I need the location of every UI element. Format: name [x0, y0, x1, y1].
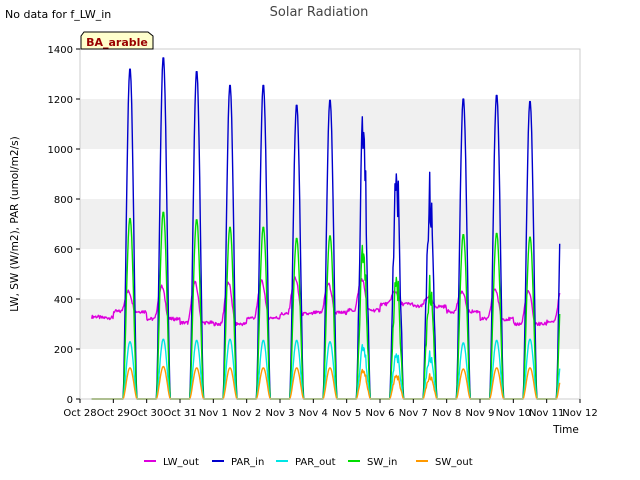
grid-band — [80, 199, 580, 249]
x-tick-label: Oct 30 — [130, 408, 163, 419]
legend-label-lw_out: LW_out — [163, 457, 199, 468]
x-tick-label: Nov 3 — [265, 408, 294, 419]
legend-label-sw_in: SW_in — [367, 457, 397, 468]
x-tick-label: Nov 1 — [199, 408, 228, 419]
site-label: BA_arable — [86, 36, 148, 49]
nodata-note: No data for f_LW_in — [5, 8, 111, 21]
y-axis-label: LW, SW (W/m2), PAR (umol/m2/s) — [9, 136, 21, 311]
x-tick-label: Nov 6 — [365, 408, 394, 419]
x-axis-label: Time — [552, 424, 579, 436]
legend-label-par_out: PAR_out — [295, 457, 336, 468]
x-tick-label: Nov 11 — [529, 408, 564, 419]
legend: LW_out PAR_in PAR_out SW_in SW_out — [144, 457, 473, 468]
legend-label-sw_out: SW_out — [435, 457, 473, 468]
x-tick-label: Nov 5 — [332, 408, 361, 419]
grid-band — [80, 99, 580, 149]
y-tick-label: 0 — [67, 395, 73, 406]
x-tick-label: Nov 7 — [399, 408, 428, 419]
y-tick-label: 400 — [54, 295, 73, 306]
x-tick-label: Nov 4 — [299, 408, 328, 419]
x-tick-label: Oct 29 — [97, 408, 130, 419]
legend-label-par_in: PAR_in — [231, 457, 264, 468]
x-tick-label: Oct 31 — [163, 408, 196, 419]
site-label-box: BA_arable — [80, 31, 154, 50]
y-tick-label: 1200 — [48, 95, 73, 106]
y-tick-label: 600 — [54, 245, 73, 256]
grid-bands — [80, 49, 580, 399]
y-tick-label: 1400 — [48, 45, 73, 56]
x-axis: Oct 28 Oct 29 Oct 30 Oct 31 Nov 1 Nov 2 Nov 3 N… — [63, 399, 598, 419]
x-tick-label: Nov 9 — [465, 408, 494, 419]
chart-title: Solar Radiation — [270, 5, 369, 20]
y-axis: 0 200 400 600 800 1000 1200 1400 — [48, 45, 80, 406]
x-tick-label: Nov 10 — [496, 408, 531, 419]
plot-frame — [79, 48, 581, 400]
x-tick-label: Nov 2 — [232, 408, 261, 419]
y-tick-label: 1000 — [48, 145, 73, 156]
x-tick-label: Nov 8 — [432, 408, 461, 419]
x-tick-label: Oct 28 — [63, 408, 96, 419]
y-tick-label: 200 — [54, 345, 73, 356]
x-tick-label: Nov 12 — [562, 408, 597, 419]
y-tick-label: 800 — [54, 195, 73, 206]
